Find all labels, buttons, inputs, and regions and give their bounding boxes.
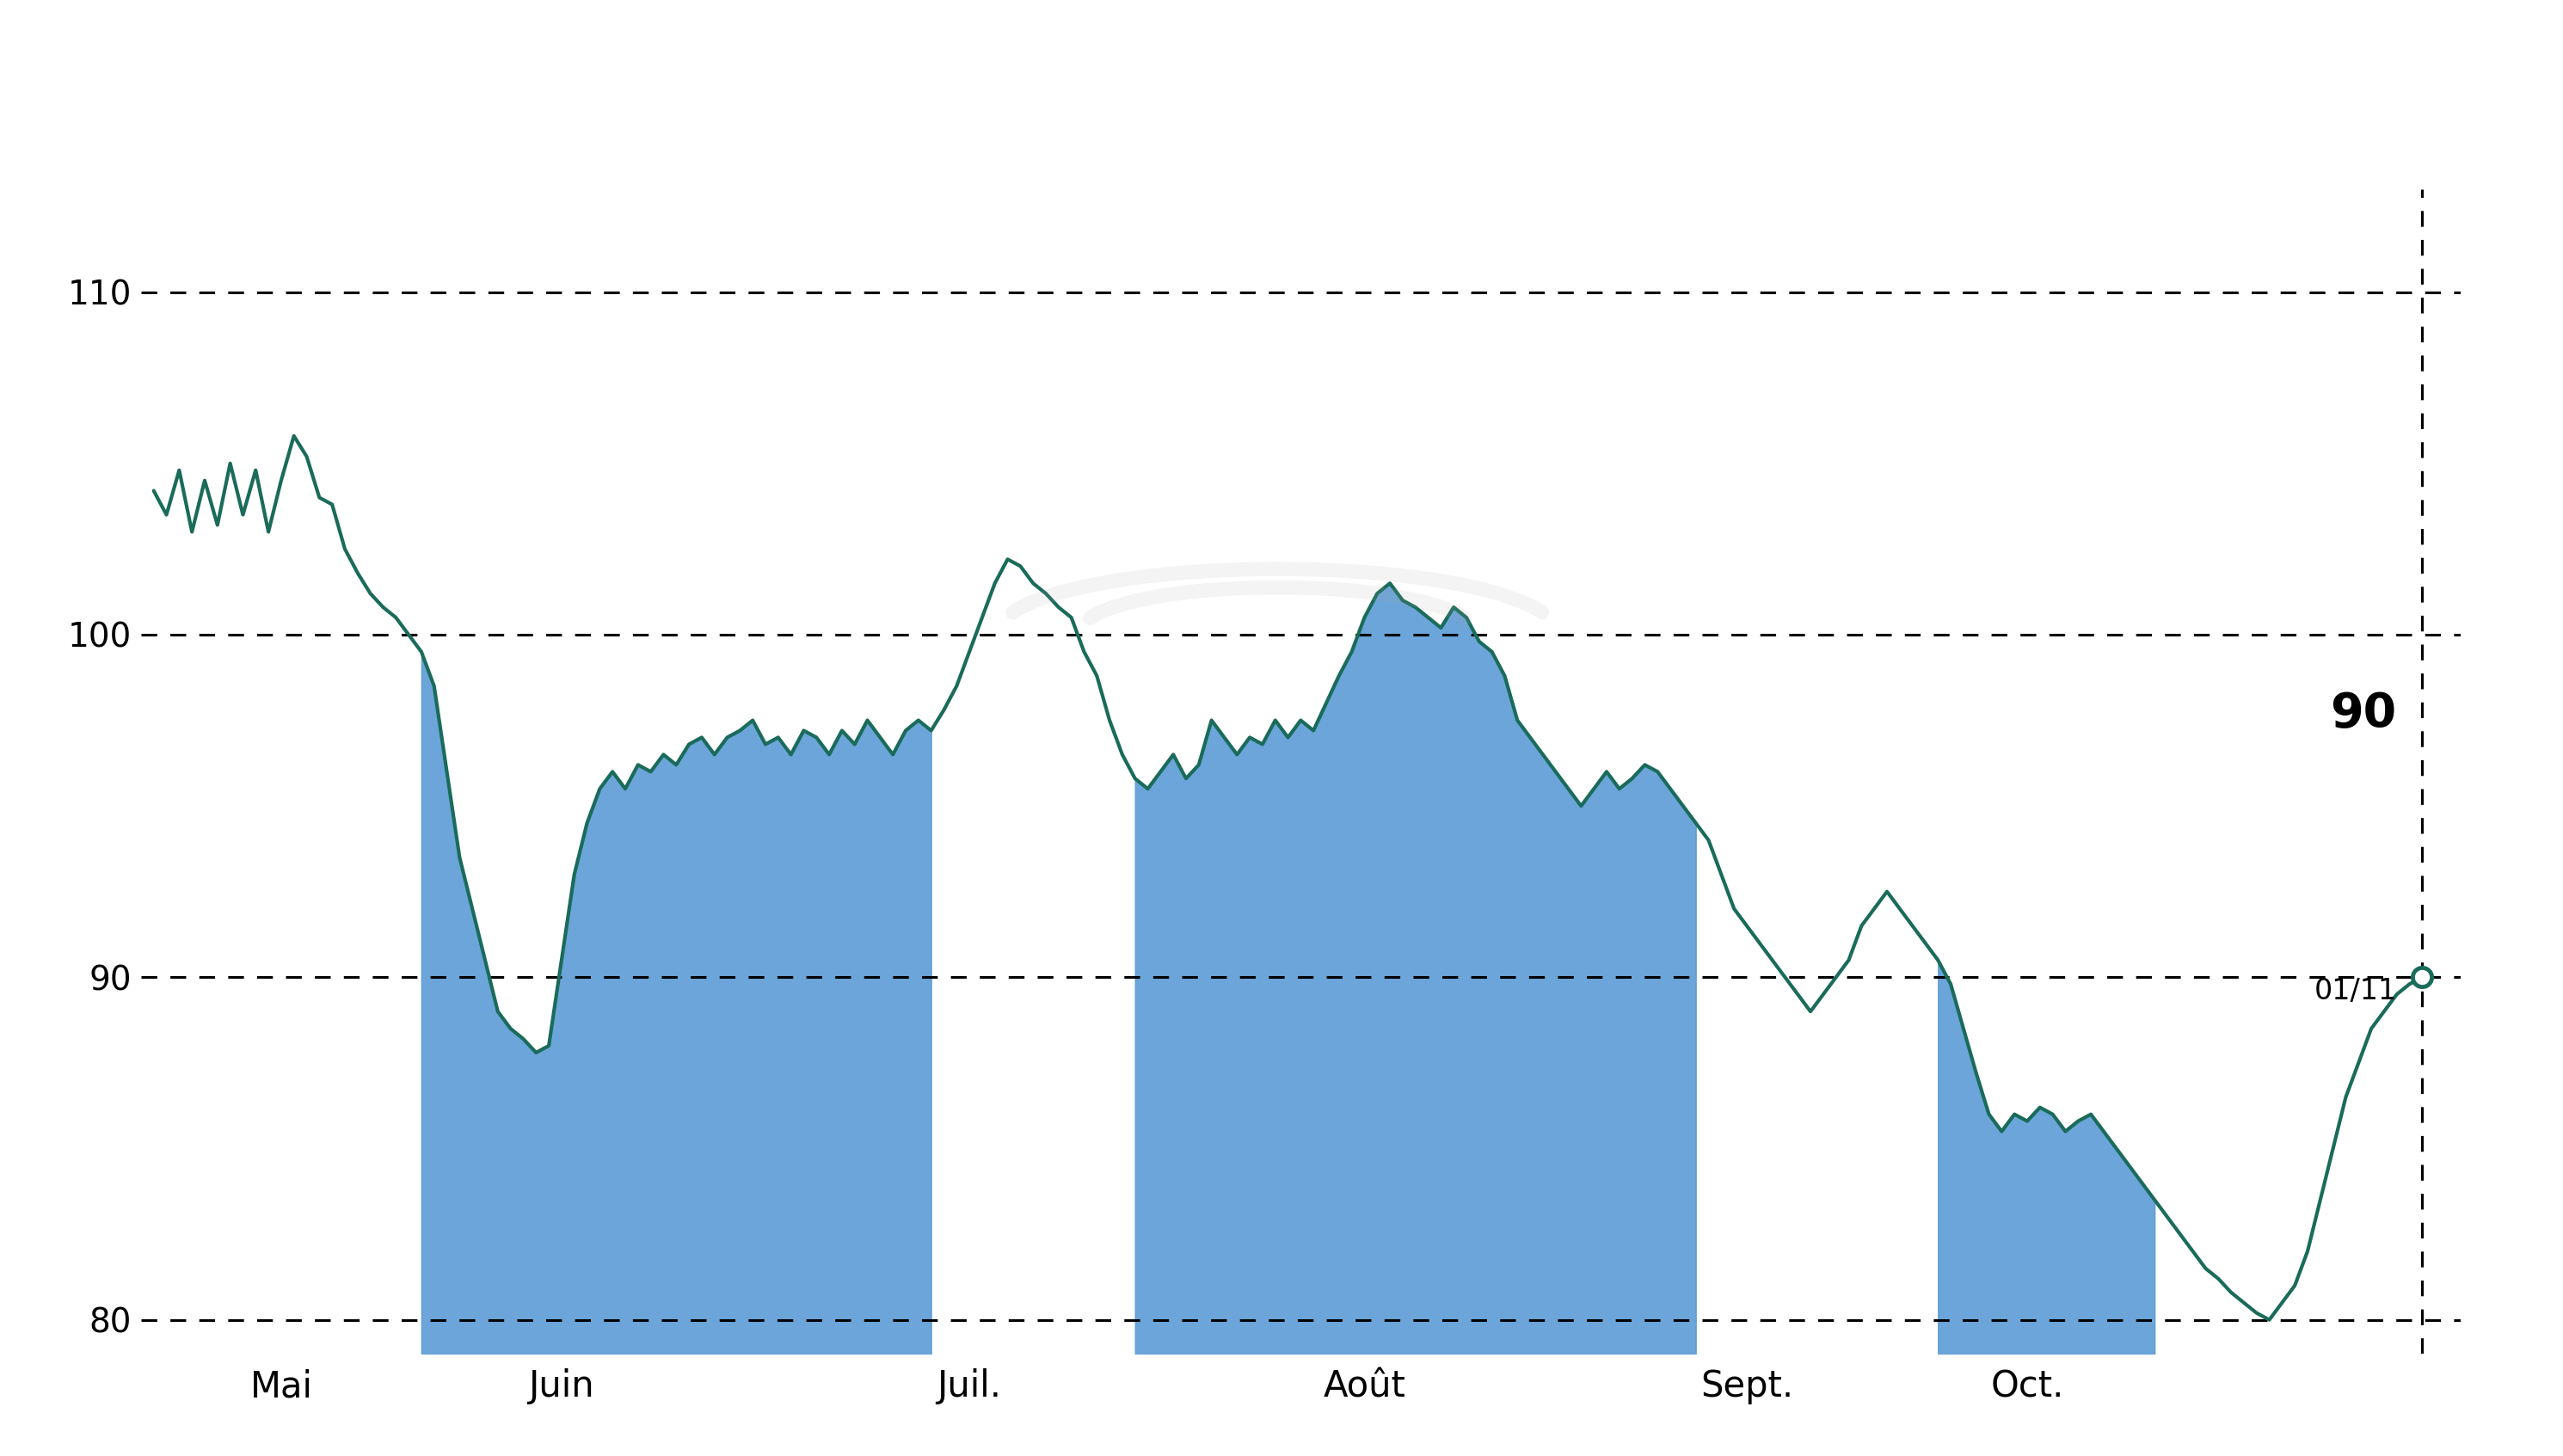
Text: 90: 90 <box>2330 692 2396 737</box>
Text: 01/11: 01/11 <box>2314 977 2396 1006</box>
Text: SECHE ENVIRONNEM.: SECHE ENVIRONNEM. <box>707 31 1856 122</box>
